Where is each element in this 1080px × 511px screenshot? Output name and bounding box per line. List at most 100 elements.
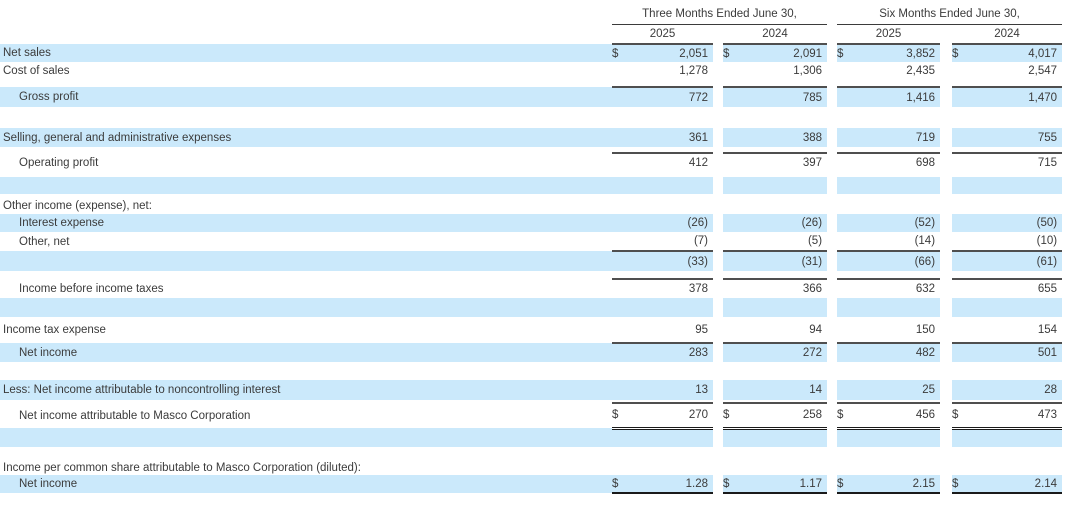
cell-value: (50) <box>952 214 1063 232</box>
cell-value: 366 <box>723 278 828 298</box>
cell-value: 272 <box>723 342 828 362</box>
spacer-row <box>0 79 1062 87</box>
cell-value: (26) <box>723 214 828 232</box>
cell-value: $258 <box>723 402 828 430</box>
row-label <box>0 251 612 271</box>
cell-value: 154 <box>1037 324 1058 336</box>
row-label: Income per common share attributable to … <box>3 461 361 474</box>
row-net-income: Net income 283 272 482 501 <box>0 342 1063 362</box>
cell-value: 785 <box>723 86 828 107</box>
row-label: Net income <box>0 343 612 362</box>
row-label: Income before income taxes <box>19 282 164 295</box>
cell-value: 632 <box>837 278 941 298</box>
cell-value: (7) <box>693 235 708 247</box>
cell-value: 28 <box>952 380 1063 400</box>
year-header-row: 2025 2024 2025 2024 <box>0 24 1063 45</box>
row-cost-of-sales: Cost of sales 1,278 1,306 2,435 2,547 <box>0 62 1062 79</box>
row-label: Other, net <box>19 235 70 248</box>
row-label: Income tax expense <box>3 324 106 336</box>
row-other-income-subtotal: (33) (31) (66) (61) <box>0 250 1063 271</box>
row-label: Less: Net income attributable to noncont… <box>0 380 612 400</box>
cell-value: 150 <box>915 324 936 336</box>
cell-value: 283 <box>612 342 713 362</box>
cell-value: 361 <box>612 128 713 147</box>
dollar-sign: $ <box>952 477 959 490</box>
cell-value: (26) <box>612 214 713 232</box>
cell-value: $1.17 <box>723 475 828 494</box>
cell-value: $270 <box>612 402 713 430</box>
cell-value: 482 <box>837 342 941 362</box>
cell-value: $2,051 <box>612 44 713 62</box>
cell-value: 1,470 <box>952 86 1063 107</box>
cell-value: 412 <box>612 152 713 172</box>
cell-value: 378 <box>612 278 713 298</box>
spacer-row <box>0 339 1062 343</box>
row-interest-expense: Interest expense (26) (26) (52) (50) <box>0 214 1063 232</box>
dollar-sign: $ <box>612 477 619 490</box>
cell-value: (33) <box>612 250 713 271</box>
row-eps-net-income: Net income $1.28 $1.17 $2.15 $2.14 <box>0 475 1063 494</box>
cell-value: 388 <box>723 128 828 147</box>
cell-value: $4,017 <box>952 44 1063 62</box>
row-label: Interest expense <box>0 214 612 232</box>
row-gross-profit: Gross profit 772 785 1,416 1,470 <box>0 86 1063 107</box>
dollar-sign: $ <box>837 47 844 60</box>
dollar-sign: $ <box>723 409 730 422</box>
row-label: Net income attributable to Masco Corpora… <box>19 409 251 422</box>
period-header-row: Three Months Ended June 30, Six Months E… <box>0 0 1063 25</box>
row-other-net: Other, net (7) (5) (14) (10) <box>0 232 1062 251</box>
row-label: Operating profit <box>19 156 99 169</box>
dollar-sign: $ <box>952 47 959 60</box>
row-label: Net income <box>0 475 612 493</box>
cell-value: 755 <box>952 128 1063 147</box>
cell-value: (14) <box>914 235 936 247</box>
row-sga-expenses: Selling, general and administrative expe… <box>0 128 1063 147</box>
cell-value: 772 <box>612 86 713 107</box>
cell-value: 1,306 <box>793 64 823 77</box>
spacer-row-blue <box>0 177 1063 194</box>
cell-value: 698 <box>837 152 941 172</box>
row-label: Net sales <box>0 44 612 62</box>
cell-value: $3,852 <box>837 44 941 62</box>
row-less-noncontrolling-interest: Less: Net income attributable to noncont… <box>0 380 1063 400</box>
row-other-income-header: Other income (expense), net: <box>0 197 1062 214</box>
dollar-sign: $ <box>952 409 959 422</box>
row-income-tax-expense: Income tax expense 95 94 150 154 <box>0 321 1062 339</box>
cell-value: $2.14 <box>952 475 1063 494</box>
cell-value: 655 <box>952 278 1063 298</box>
cell-value: 94 <box>809 324 823 336</box>
dollar-sign: $ <box>612 47 619 60</box>
cell-value: 715 <box>952 152 1063 172</box>
dollar-sign: $ <box>723 47 730 60</box>
cell-value: 95 <box>695 324 708 336</box>
row-label: Gross profit <box>0 87 612 107</box>
row-net-sales: Net sales $2,051 $2,091 $3,852 $4,017 <box>0 44 1063 62</box>
cell-value: 14 <box>723 380 828 400</box>
row-income-before-taxes: Income before income taxes 378 366 632 6… <box>0 278 1063 298</box>
cell-value: 2,435 <box>906 64 936 77</box>
spacer-row <box>0 447 1062 460</box>
cell-value: 25 <box>837 380 941 400</box>
spacer-row <box>0 107 1062 128</box>
cell-value: 397 <box>723 152 828 172</box>
cell-value: 719 <box>837 128 941 147</box>
row-label: Cost of sales <box>3 64 70 77</box>
cell-value: $1.28 <box>612 475 713 494</box>
row-label: Other income (expense), net: <box>3 199 152 212</box>
cell-value: 2,547 <box>1028 64 1058 77</box>
spacer-row <box>0 271 1062 279</box>
spacer-row <box>0 400 1062 403</box>
cell-value: (61) <box>952 250 1063 271</box>
cell-value: (10) <box>1036 235 1058 247</box>
row-eps-section-header: Income per common share attributable to … <box>0 460 1062 475</box>
spacer-row <box>0 362 1062 380</box>
cell-value: 1,278 <box>679 64 708 77</box>
year-header-2024-ytd: 2024 <box>952 24 1063 45</box>
cell-value: 13 <box>612 380 713 400</box>
cell-value: 1,416 <box>837 86 941 107</box>
row-net-income-masco: Net income attributable to Masco Corpora… <box>0 402 1063 430</box>
spacer-row <box>0 147 1062 153</box>
cell-value: 501 <box>952 342 1063 362</box>
dollar-sign: $ <box>723 477 730 490</box>
header-spacer <box>0 0 612 24</box>
